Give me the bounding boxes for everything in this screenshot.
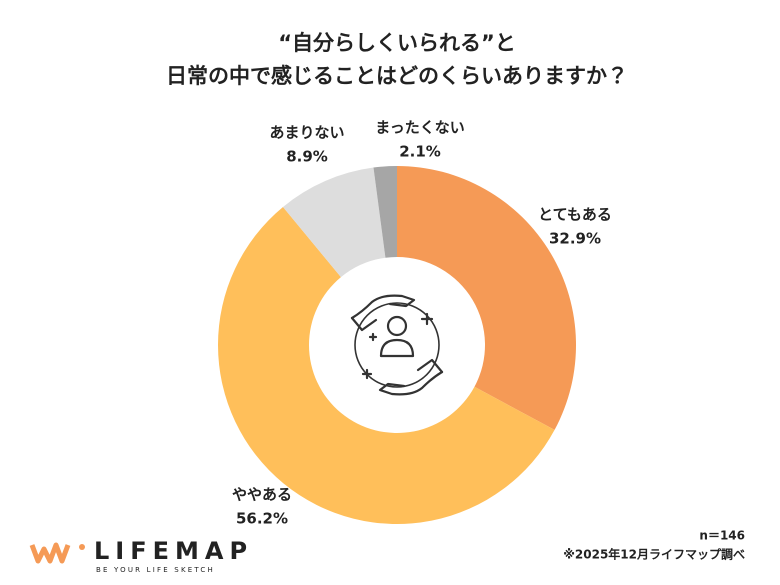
value-label: 2.1%: [399, 143, 441, 161]
source-note: ※2025年12月ライフマップ調べ: [563, 547, 745, 562]
logo-mark: [29, 542, 71, 564]
value-label: 8.9%: [286, 148, 328, 166]
donut-slice: [397, 166, 576, 430]
donut-slice: [217, 206, 555, 524]
center-icon: [350, 294, 444, 396]
category-label: ややある: [232, 486, 292, 504]
logo: LIFEMAP BE YOUR LIFE SKETCH: [29, 537, 253, 574]
logo-dot: [79, 544, 85, 550]
donut-slice: [282, 167, 386, 278]
donut-slice: [373, 166, 397, 258]
donut: [217, 166, 576, 524]
category-label: とてもある: [538, 206, 612, 224]
category-label: まったくない: [375, 119, 464, 137]
category-label: あまりない: [269, 124, 344, 142]
logo-tagline: BE YOUR LIFE SKETCH: [96, 566, 215, 574]
value-label: 56.2%: [236, 510, 288, 528]
chart-title: “自分らしくいられる”と: [278, 31, 516, 55]
sample-size: n＝146: [699, 529, 745, 543]
value-label: 32.9%: [549, 230, 601, 248]
chart-title: 日常の中で感じることはどのくらいありますか？: [166, 64, 628, 88]
logo-name: LIFEMAP: [94, 537, 253, 565]
